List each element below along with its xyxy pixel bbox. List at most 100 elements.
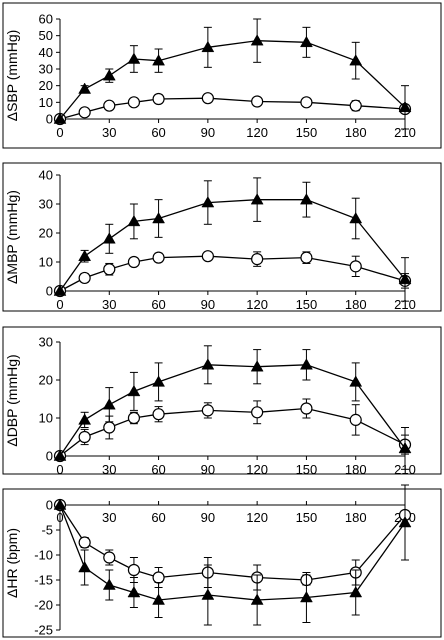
x-tick-label: 150 bbox=[296, 510, 318, 525]
panel-frame bbox=[2, 488, 442, 638]
y-axis-label: ΔMBP (mmHg) bbox=[4, 190, 20, 284]
series-line-triangle bbox=[59, 364, 406, 457]
x-tick-label: 30 bbox=[102, 462, 116, 477]
series-line-circle bbox=[59, 97, 406, 120]
data-point-circle bbox=[127, 411, 141, 425]
panel-frame bbox=[2, 2, 442, 149]
y-axis-label: ΔDBP (mmHg) bbox=[4, 354, 20, 446]
x-tick-label: 30 bbox=[102, 297, 116, 312]
y-axis-label: ΔSBP (mmHg) bbox=[4, 30, 20, 122]
y-tick-label: -10 bbox=[34, 548, 53, 563]
data-point-triangle bbox=[299, 193, 313, 205]
data-point-triangle bbox=[250, 34, 264, 46]
chart-panel-3: 01020300306090120150180210ΔDBP (mmHg) bbox=[2, 326, 442, 477]
y-tick-label: 60 bbox=[39, 12, 53, 27]
y-tick-label: 0 bbox=[46, 284, 53, 299]
data-point-triangle bbox=[398, 441, 412, 454]
data-point-circle bbox=[103, 99, 116, 112]
data-point-triangle bbox=[201, 358, 215, 370]
panel-frame bbox=[2, 326, 442, 475]
series-line-triangle bbox=[59, 504, 406, 601]
data-point-triangle bbox=[78, 560, 92, 573]
data-point-circle bbox=[349, 413, 362, 426]
x-tick-label: 60 bbox=[151, 297, 165, 312]
data-point-triangle bbox=[78, 249, 92, 261]
data-point-triangle bbox=[201, 40, 215, 53]
data-point-triangle bbox=[349, 211, 363, 224]
data-point-circle bbox=[201, 250, 214, 263]
x-tick-label: 60 bbox=[151, 125, 165, 140]
y-tick-label: -5 bbox=[41, 523, 53, 538]
y-tick-label: 0 bbox=[46, 449, 53, 464]
x-tick-label: 150 bbox=[296, 125, 318, 140]
chart-panel-2: 0 10 20 30 40 0 30 60 90 120 150 180 210 ΔMBP (mmHg) bbox=[2, 162, 442, 312]
x-tick-label: 90 bbox=[201, 510, 215, 525]
data-point-triangle bbox=[152, 54, 166, 66]
x-tick-label: 120 bbox=[246, 297, 268, 312]
y-axis-label: ΔHR (bpm) bbox=[4, 528, 20, 598]
data-point-circle bbox=[152, 571, 165, 584]
y-tick-label: -20 bbox=[34, 598, 53, 613]
y-tick-label: 30 bbox=[39, 335, 53, 350]
data-point-circle bbox=[127, 255, 141, 269]
x-tick-label: 180 bbox=[345, 510, 367, 525]
data-point-circle bbox=[300, 96, 313, 109]
data-point-triangle bbox=[78, 82, 92, 94]
x-tick-label: 210 bbox=[394, 297, 416, 312]
data-point-triangle bbox=[250, 593, 264, 605]
data-point-circle bbox=[152, 92, 165, 106]
data-point-circle bbox=[127, 96, 141, 109]
data-point-triangle bbox=[102, 398, 116, 410]
data-point-triangle bbox=[127, 214, 141, 227]
y-tick-label: 20 bbox=[39, 226, 53, 241]
series-line-triangle bbox=[59, 40, 406, 120]
y-tick-label: 20 bbox=[39, 373, 53, 388]
data-point-triangle bbox=[53, 112, 67, 124]
series-line-circle bbox=[59, 407, 406, 457]
x-tick-label: 0 bbox=[56, 510, 63, 525]
data-point-triangle bbox=[349, 585, 363, 598]
y-tick-label: 0 bbox=[46, 498, 53, 513]
data-point-triangle bbox=[102, 578, 116, 590]
x-tick-label: 120 bbox=[246, 125, 268, 140]
data-point-circle bbox=[251, 253, 264, 266]
data-point-triangle bbox=[127, 384, 141, 397]
data-point-triangle bbox=[250, 193, 264, 205]
data-point-triangle bbox=[127, 52, 141, 64]
x-tick-label: 0 bbox=[56, 462, 63, 477]
data-point-circle bbox=[152, 408, 165, 421]
x-tick-label: 150 bbox=[296, 462, 318, 477]
x-tick-label: 90 bbox=[201, 462, 215, 477]
x-tick-label: 30 bbox=[102, 510, 116, 525]
data-point-triangle bbox=[102, 232, 116, 244]
data-point-circle bbox=[78, 536, 91, 549]
data-point-circle bbox=[78, 430, 91, 444]
x-tick-label: 180 bbox=[345, 297, 367, 312]
data-point-triangle bbox=[250, 360, 264, 372]
x-tick-label: 60 bbox=[151, 510, 165, 525]
data-point-circle bbox=[349, 260, 362, 273]
data-point-circle bbox=[103, 263, 116, 276]
x-tick-label: 30 bbox=[102, 125, 116, 140]
x-tick-label: 120 bbox=[246, 510, 268, 525]
y-tick-label: -15 bbox=[34, 573, 53, 588]
y-tick-label: 50 bbox=[39, 28, 53, 43]
y-tick-label: 10 bbox=[39, 255, 53, 270]
data-point-circle bbox=[152, 251, 165, 264]
x-tick-label: 180 bbox=[345, 462, 367, 477]
data-point-circle bbox=[349, 99, 362, 112]
data-point-circle bbox=[78, 106, 91, 119]
data-point-triangle bbox=[349, 375, 363, 387]
series-line-circle bbox=[59, 255, 406, 292]
x-tick-label: 120 bbox=[246, 462, 268, 477]
x-tick-label: 90 bbox=[201, 125, 215, 140]
data-point-circle bbox=[201, 92, 214, 105]
data-point-triangle bbox=[398, 100, 412, 113]
y-tick-label: 30 bbox=[39, 62, 53, 77]
data-point-triangle bbox=[201, 196, 215, 208]
y-tick-label: 40 bbox=[39, 45, 53, 60]
data-point-triangle bbox=[53, 498, 67, 510]
data-point-triangle bbox=[299, 590, 313, 603]
